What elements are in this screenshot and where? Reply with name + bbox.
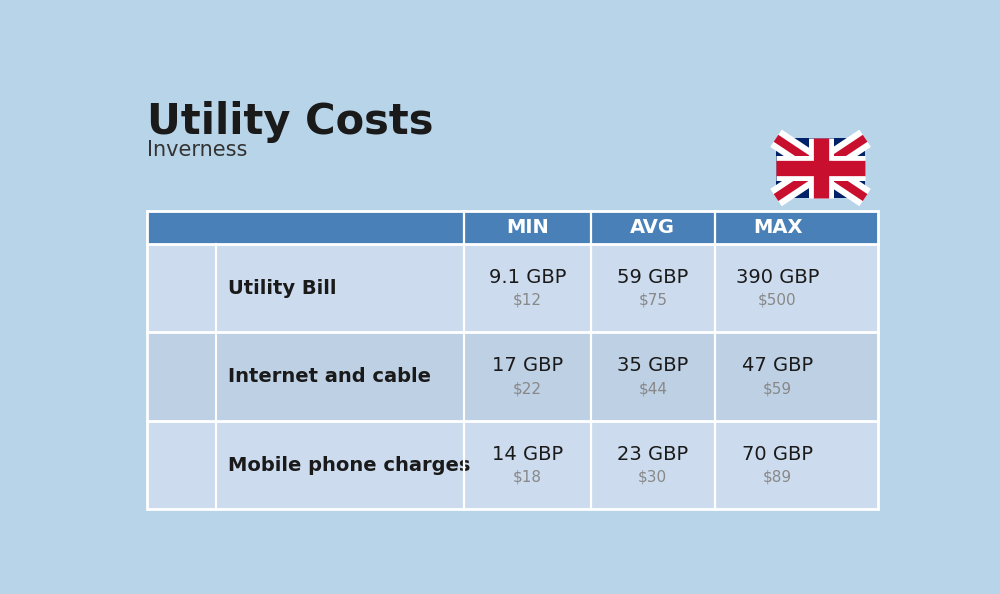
Text: 17 GBP: 17 GBP [492,356,563,375]
Text: 9.1 GBP: 9.1 GBP [489,268,566,287]
Bar [776,138,865,198]
Text: 14 GBP: 14 GBP [492,445,563,464]
Text: AVG: AVG [630,218,675,237]
Text: Utility Bill: Utility Bill [228,279,337,298]
Text: $89: $89 [763,470,792,485]
Text: 23 GBP: 23 GBP [617,445,688,464]
Text: $18: $18 [513,470,542,485]
Text: 47 GBP: 47 GBP [742,356,813,375]
Bar [147,421,878,510]
Text: MAX: MAX [753,218,802,237]
Bar [147,211,878,244]
Text: 35 GBP: 35 GBP [617,356,688,375]
Text: Utility Costs: Utility Costs [147,102,433,143]
Text: $500: $500 [758,293,797,308]
Text: $30: $30 [638,470,667,485]
Text: $22: $22 [513,381,542,396]
Bar [147,211,878,510]
Bar [147,244,878,332]
Text: $12: $12 [513,293,542,308]
Bar [147,332,878,421]
Text: 59 GBP: 59 GBP [617,268,688,287]
Text: 390 GBP: 390 GBP [736,268,819,287]
Text: $75: $75 [638,293,667,308]
Text: MIN: MIN [506,218,549,237]
Text: Inverness: Inverness [147,140,247,160]
Text: Internet and cable: Internet and cable [228,367,431,386]
Text: 70 GBP: 70 GBP [742,445,813,464]
Text: $59: $59 [763,381,792,396]
Text: $44: $44 [638,381,667,396]
Text: Mobile phone charges: Mobile phone charges [228,456,470,475]
